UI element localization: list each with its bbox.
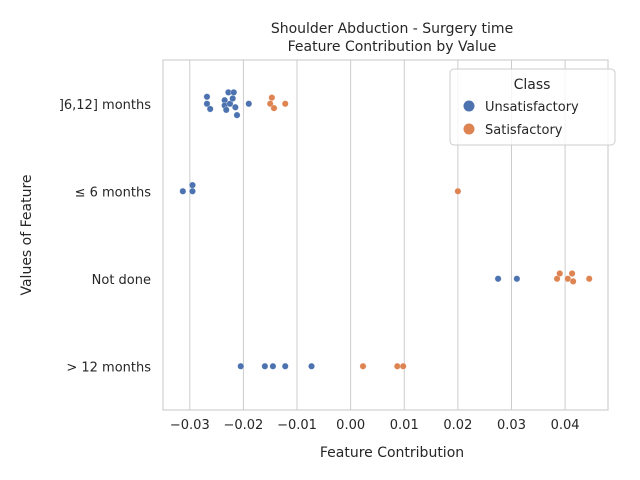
- x-tick-label: −0.01: [277, 418, 317, 433]
- point-unsatisfactory: [189, 187, 196, 195]
- point-unsatisfactory: [233, 111, 241, 119]
- x-tick-label: 0.03: [497, 418, 526, 433]
- point-unsatisfactory: [281, 362, 289, 370]
- x-tick-label: −0.03: [170, 418, 210, 433]
- point-satisfactory: [270, 104, 278, 112]
- x-tick-label: 0.04: [551, 418, 580, 433]
- plot-border: [162, 59, 609, 411]
- x-tick-labels: −0.03 −0.02 −0.01 0.00 0.01 0.02 0.03 0.04: [170, 418, 580, 433]
- point-unsatisfactory: [226, 100, 234, 108]
- point-unsatisfactory: [513, 275, 521, 283]
- y-tick-labels: ]6,12] months ≤ 6 months Not done > 12 mont…: [59, 98, 151, 376]
- y-tick-label: Not done: [92, 273, 151, 288]
- point-satisfactory: [568, 270, 576, 277]
- point-satisfactory: [569, 278, 577, 285]
- legend-marker-satisfactory: [463, 123, 475, 135]
- x-tick-label: 0.01: [390, 418, 419, 433]
- point-unsatisfactory: [308, 362, 315, 370]
- point-unsatisfactory: [229, 95, 237, 102]
- point-unsatisfactory: [261, 362, 269, 370]
- x-axis-label: Feature Contribution: [320, 445, 464, 461]
- point-unsatisfactory: [179, 187, 187, 195]
- x-tick-label: −0.02: [223, 418, 263, 433]
- x-tick-label: 0.00: [336, 418, 365, 433]
- chart-title: Shoulder Abduction - Surgery time: [271, 21, 513, 37]
- y-tick-label: ≤ 6 months: [75, 185, 152, 200]
- legend-title: Class: [514, 77, 551, 93]
- point-unsatisfactory: [237, 362, 245, 370]
- point-satisfactory: [564, 275, 572, 283]
- legend-label-satisfactory: Satisfactory: [485, 123, 563, 138]
- point-unsatisfactory: [189, 181, 196, 189]
- plot-frame: [162, 59, 609, 411]
- chart-subtitle: Feature Contribution by Value: [288, 39, 497, 55]
- point-unsatisfactory: [222, 106, 230, 114]
- x-tick-label: 0.02: [443, 418, 472, 433]
- point-satisfactory: [553, 275, 561, 283]
- y-axis-label: Values of Feature: [19, 174, 35, 295]
- point-satisfactory: [556, 270, 564, 277]
- point-unsatisfactory: [230, 89, 238, 96]
- legend: Class Unsatisfactory Satisfactory: [449, 68, 616, 146]
- point-satisfactory: [585, 275, 593, 283]
- point-satisfactory: [359, 362, 367, 370]
- data-points: [179, 89, 593, 370]
- y-tick-label: ]6,12] months: [59, 98, 151, 113]
- point-unsatisfactory: [203, 100, 211, 108]
- legend-box: [449, 68, 616, 146]
- point-satisfactory: [454, 187, 462, 195]
- y-tick-label: > 12 months: [66, 360, 151, 375]
- legend-marker-unsatisfactory: [463, 100, 475, 112]
- point-unsatisfactory: [232, 103, 239, 111]
- point-satisfactory: [268, 94, 276, 101]
- legend-label-unsatisfactory: Unsatisfactory: [485, 100, 579, 115]
- point-satisfactory: [393, 362, 401, 370]
- point-unsatisfactory: [245, 100, 253, 108]
- point-unsatisfactory: [269, 362, 277, 370]
- point-unsatisfactory: [206, 105, 214, 113]
- point-satisfactory: [281, 100, 289, 108]
- point-unsatisfactory: [494, 275, 502, 283]
- point-satisfactory: [399, 362, 407, 370]
- point-unsatisfactory: [203, 93, 211, 101]
